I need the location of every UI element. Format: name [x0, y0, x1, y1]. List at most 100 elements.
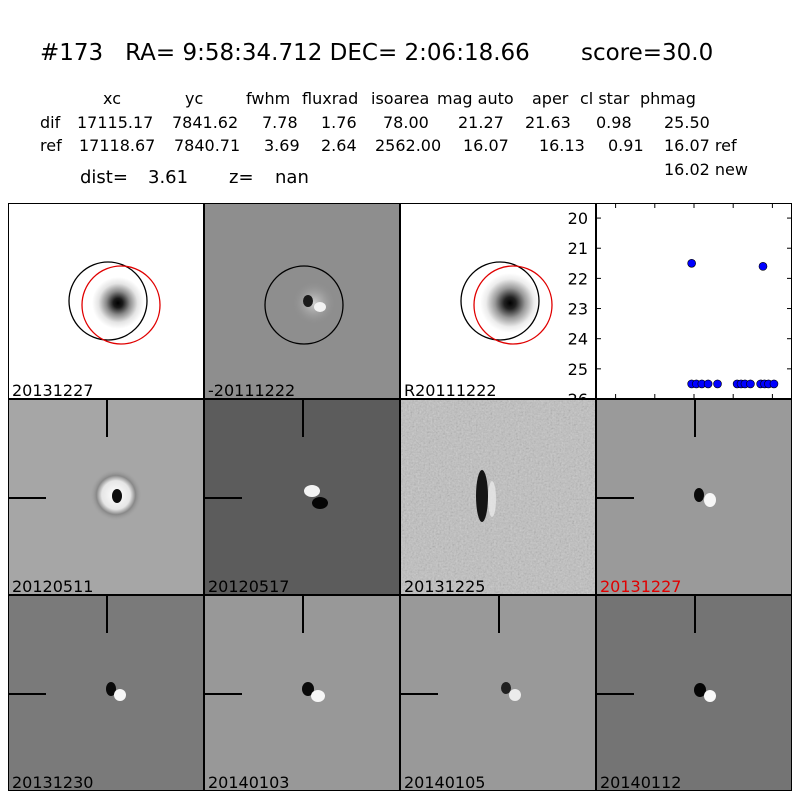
- table-cell: 17115.17: [77, 113, 154, 132]
- col-yc: yc: [185, 89, 204, 108]
- diff-cutout: [501, 682, 521, 701]
- phmag-new: 16.02 new: [664, 160, 748, 179]
- panel-label: 20140103: [208, 773, 290, 791]
- data-point: [769, 379, 779, 389]
- new-circle: [81, 265, 161, 345]
- panel-diff-20131230: 20131230: [8, 595, 204, 791]
- y-tick-label: 25: [568, 360, 588, 379]
- plot-frame: [596, 203, 792, 399]
- col-isoarea: isoarea: [371, 89, 430, 108]
- ref-circle: [460, 261, 540, 341]
- horizontal-tick-marker: [204, 497, 242, 499]
- row-ref-name: ref: [40, 136, 62, 155]
- y-tick-label: 23: [568, 300, 588, 319]
- data-point: [703, 379, 713, 389]
- table-cell: 7.78: [262, 113, 298, 132]
- panel-label: 20131227: [12, 381, 94, 399]
- col-fluxrad: fluxrad: [302, 89, 359, 108]
- table-cell: 16.07: [463, 136, 509, 155]
- panel-diff-20120517: 20120517: [204, 399, 400, 595]
- table-cell: 1.76: [321, 113, 357, 132]
- vertical-tick-marker: [302, 399, 304, 437]
- table-cell: 16.13: [539, 136, 585, 155]
- panel-diff-image: -20111222: [204, 203, 400, 399]
- panel-label: 20140112: [600, 773, 682, 791]
- table-cell: 17118.67: [79, 136, 156, 155]
- table-cell: 16.07 ref: [664, 136, 737, 155]
- star-cutout: [68, 261, 161, 345]
- panel-label: 20120517: [208, 577, 290, 595]
- panel-ref-image: R20111222: [400, 203, 596, 399]
- data-point: [713, 379, 722, 389]
- y-tick-label: 22: [568, 269, 588, 288]
- diff-cutout: [694, 683, 716, 702]
- panel-lightcurve-plot: 20212223242526−100−50050100: [568, 203, 792, 421]
- table-cell: 21.27: [458, 113, 504, 132]
- y-tick-label: 20: [568, 209, 588, 228]
- table-cell: 0.98: [596, 113, 632, 132]
- col-mag-auto: mag auto: [437, 89, 514, 108]
- horizontal-tick-marker: [400, 693, 438, 695]
- new-circle: [473, 265, 553, 345]
- horizontal-tick-marker: [8, 497, 46, 499]
- vertical-tick-marker: [106, 399, 108, 437]
- diff-cutout: [264, 265, 344, 345]
- table-cell: 7840.71: [174, 136, 241, 155]
- table-cell: 2562.00: [375, 136, 442, 155]
- panel-label: 20131227: [600, 577, 682, 595]
- vertical-tick-marker: [106, 595, 108, 633]
- panel-diff-20120511: 20120511: [8, 399, 204, 595]
- diff-cutout: [304, 485, 328, 509]
- vertical-tick-marker: [498, 595, 500, 633]
- panel-label: 20120511: [12, 577, 94, 595]
- y-tick-label: 24: [568, 330, 588, 349]
- panel-label: -20111222: [208, 381, 296, 399]
- lightcurve-chart: 20212223242526−100−50050100: [568, 203, 792, 421]
- ref-circle: [68, 261, 148, 341]
- col-aper: aper: [532, 89, 569, 108]
- page-title: #173 RA= 9:58:34.712 DEC= 2:06:18.66 sco…: [40, 40, 714, 66]
- diff-cutout: [694, 488, 716, 507]
- star-cutout: [460, 261, 553, 345]
- data-point: [746, 379, 755, 389]
- table-cell: 3.69: [264, 136, 300, 155]
- ref-circle: [264, 265, 344, 345]
- col-phmag: phmag: [640, 89, 696, 108]
- vertical-tick-marker: [694, 595, 696, 633]
- image-grid: 20131227 -20111222: [8, 203, 792, 791]
- panel-label: 20140105: [404, 773, 486, 791]
- panel-label: 20131230: [12, 773, 94, 791]
- panel-new-image: 20131227: [8, 203, 204, 399]
- panel-diff-20140112: 20140112: [596, 595, 792, 791]
- panel-label: 20131225: [404, 577, 486, 595]
- panel-diff-20140103: 20140103: [204, 595, 400, 791]
- table-cell: 25.50: [664, 113, 710, 132]
- table-cell: 21.63: [525, 113, 571, 132]
- dist-label: dist=: [80, 167, 128, 188]
- diff-cutout: [106, 682, 126, 701]
- horizontal-tick-marker: [596, 497, 634, 499]
- z-label: z=: [229, 167, 254, 188]
- horizontal-tick-marker: [596, 693, 634, 695]
- vertical-tick-marker: [302, 595, 304, 633]
- panel-diff-20131227: 20131227: [596, 399, 792, 595]
- data-point: [758, 262, 768, 271]
- data-point: [687, 259, 696, 268]
- table-cell: 0.91: [608, 136, 644, 155]
- diff-cutout: [90, 469, 142, 521]
- diff-cutout: [302, 682, 325, 702]
- dist-value: 3.61: [148, 167, 189, 188]
- panel-label: R20111222: [404, 381, 497, 399]
- table-cell: 78.00: [383, 113, 429, 132]
- diff-cutout: [400, 399, 596, 595]
- panel-diff-20140105: 20140105: [400, 595, 596, 791]
- horizontal-tick-marker: [8, 693, 46, 695]
- vertical-tick-marker: [694, 399, 696, 437]
- panel-diff-20131225: 20131225: [400, 399, 596, 595]
- table-cell: 7841.62: [172, 113, 239, 132]
- col-cl-star: cl star: [580, 89, 630, 108]
- y-tick-label: 21: [568, 239, 588, 258]
- z-value: nan: [275, 167, 309, 188]
- row-dif-name: dif: [40, 113, 61, 132]
- col-xc: xc: [103, 89, 121, 108]
